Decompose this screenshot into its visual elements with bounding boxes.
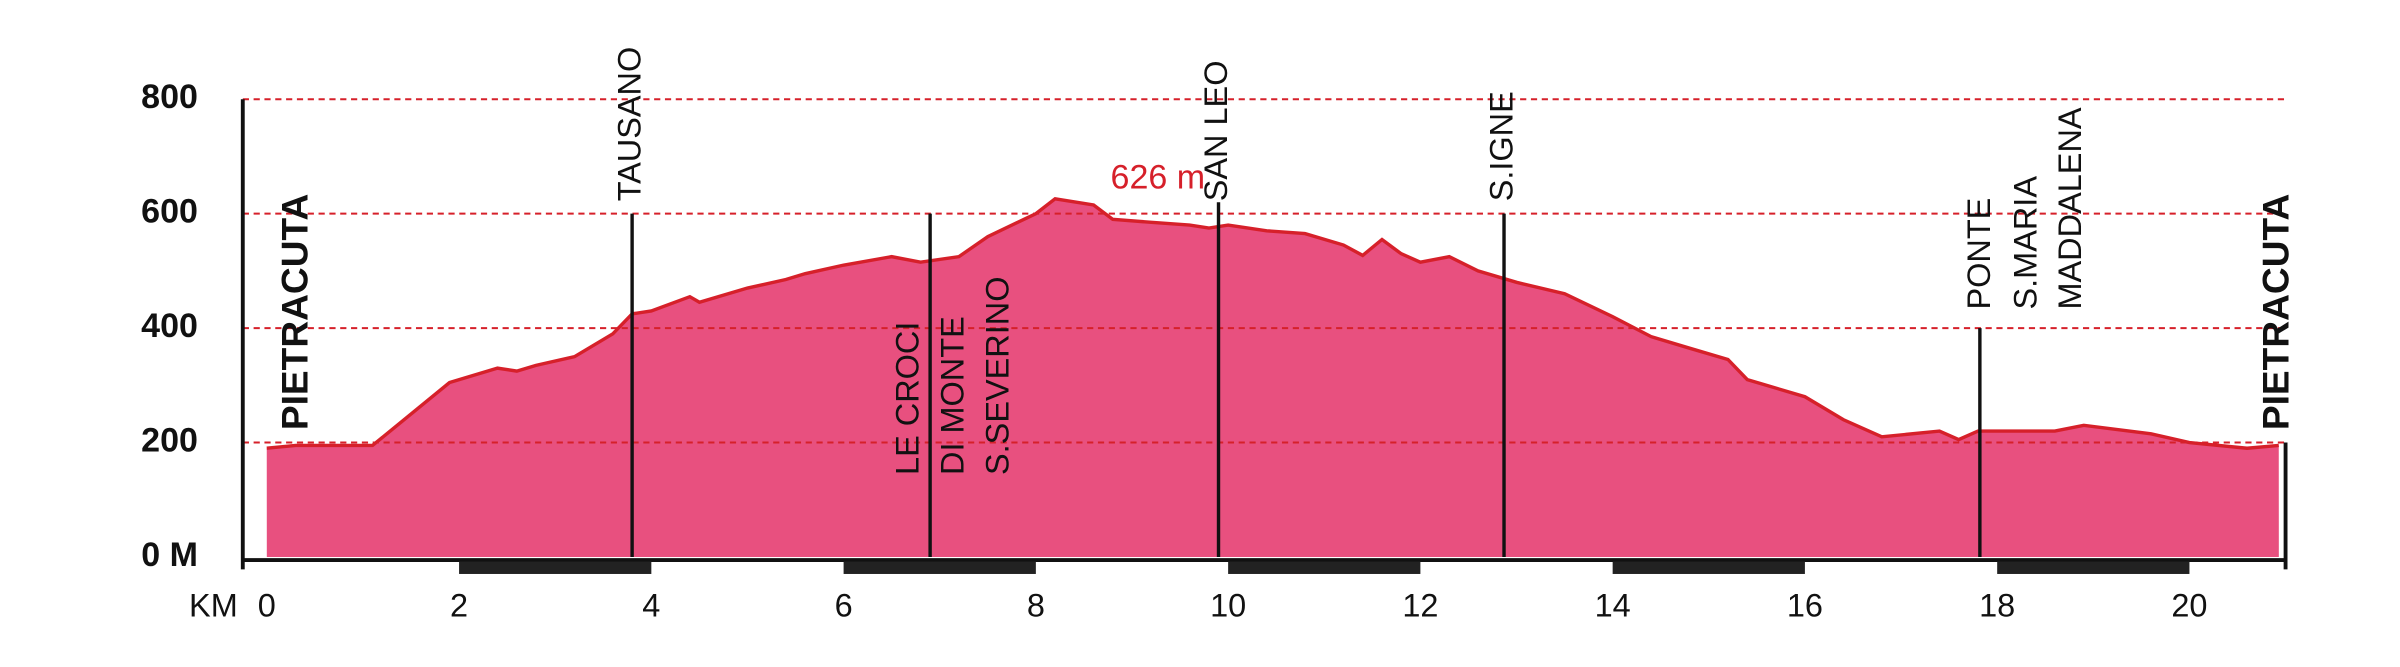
place-label: S.IGNE: [1484, 91, 1520, 201]
x-tick-label: 0: [258, 588, 276, 624]
km-scale-bar: [843, 561, 1036, 574]
x-tick-label: 20: [2171, 588, 2207, 624]
x-tick-label: 8: [1027, 588, 1045, 624]
x-tick-label: 10: [1210, 588, 1246, 624]
place-label: SAN LEO: [1198, 61, 1234, 202]
x-tick-label: 12: [1402, 588, 1438, 624]
place-label: LE CROCI: [890, 322, 926, 475]
km-scale-bar: [1228, 561, 1421, 574]
place-label: PIETRACUTA: [274, 194, 316, 430]
place-label: PIETRACUTA: [2255, 194, 2297, 430]
x-tick-label: 6: [835, 588, 853, 624]
y-tick-label: 0 M: [141, 536, 198, 574]
km-scale-bar: [1997, 561, 2190, 574]
elevation-area: [266, 198, 2279, 557]
x-tick-label: 16: [1787, 588, 1823, 624]
place-label: TAUSANO: [612, 47, 648, 202]
peak-annotation: 626 m: [1111, 159, 1206, 197]
y-tick-label: 400: [141, 307, 198, 345]
x-axis-label: KM: [189, 588, 238, 624]
x-tick-label: 14: [1595, 588, 1631, 624]
place-label: S.MARIA: [2007, 176, 2043, 310]
x-tick-label: 2: [450, 588, 468, 624]
x-tick-label: 18: [1979, 588, 2015, 624]
y-tick-label: 800: [141, 78, 198, 116]
y-tick-label: 600: [141, 193, 198, 231]
km-scale-bar: [459, 561, 652, 574]
elevation-line: [266, 197, 2279, 450]
y-tick-label: 200: [141, 422, 198, 460]
place-label: PONTE: [1961, 198, 1997, 310]
place-label: MADDALENA: [2052, 107, 2088, 309]
place-label: S.SEVERINO: [979, 277, 1015, 475]
x-tick-label: 4: [642, 588, 660, 624]
km-scale-bar: [1612, 561, 1805, 574]
place-label: DI MONTE: [934, 316, 970, 475]
